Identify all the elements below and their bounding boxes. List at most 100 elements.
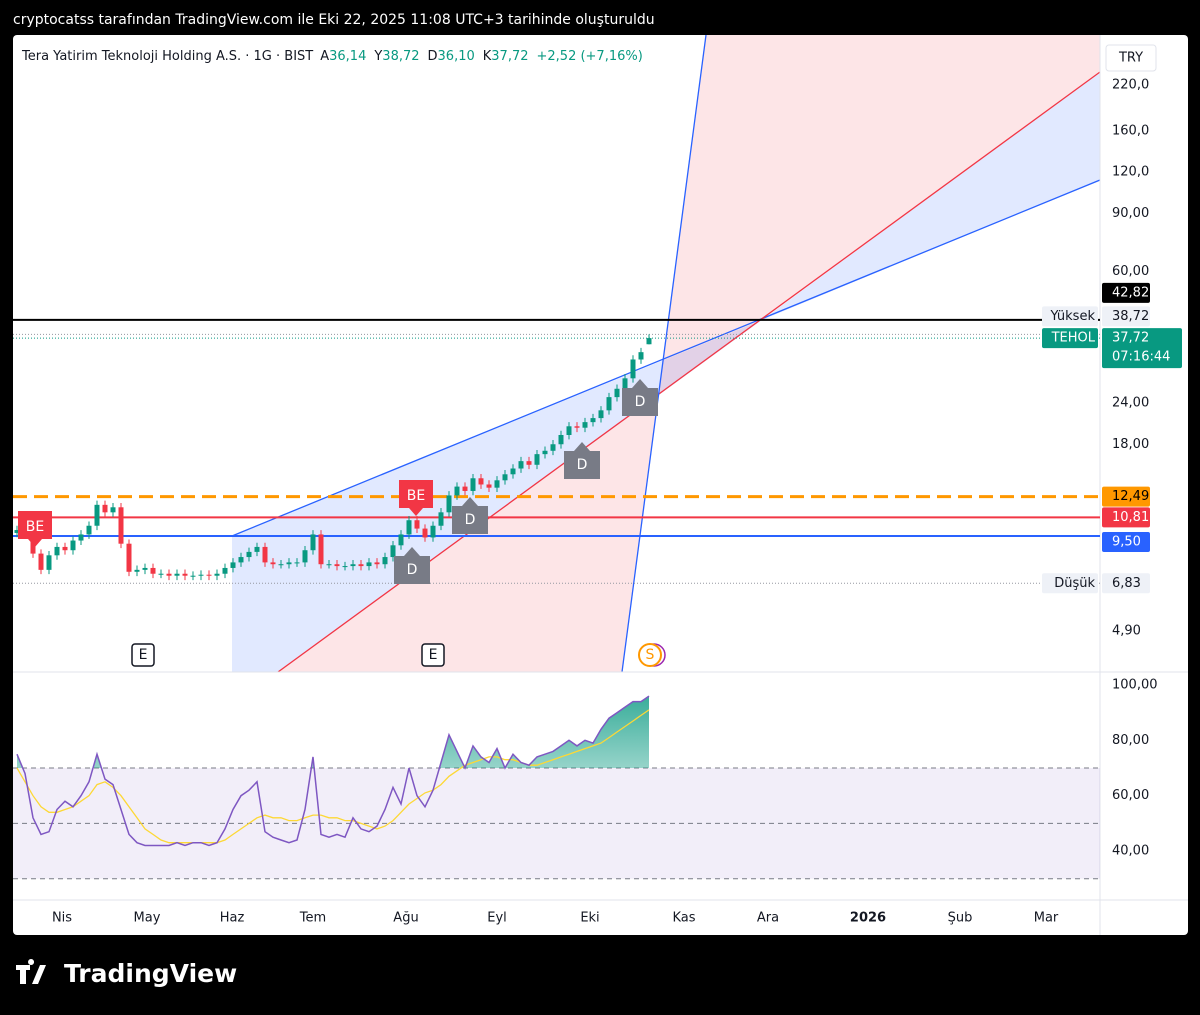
rsi-overbought-fill <box>17 696 649 769</box>
candle-body <box>374 562 380 565</box>
candle-body <box>358 564 364 567</box>
x-tick-label: Nis <box>52 911 72 926</box>
marker-flag <box>18 511 52 547</box>
candle-body <box>158 573 164 575</box>
candle-body <box>294 562 300 564</box>
level-label: 9,50 <box>1112 534 1141 549</box>
candle-body <box>550 444 556 451</box>
logo: TradingView <box>16 959 237 988</box>
x-tick-label: May <box>134 911 161 926</box>
candle-body <box>150 567 156 574</box>
candle-body <box>222 567 228 574</box>
candle-body <box>590 418 596 423</box>
currency[interactable]: TRY <box>1118 51 1143 66</box>
y-tick-label: 60,00 <box>1112 788 1149 803</box>
candle-body <box>518 461 524 469</box>
candle-body <box>526 461 532 465</box>
legend-symbol: Tera Yatirim Teknoloji Holding A.S. · 1G… <box>21 49 313 64</box>
marker-flag <box>399 480 433 516</box>
y-tick-label: 60,00 <box>1112 264 1149 279</box>
level-label-box <box>1102 306 1150 327</box>
level-name: Yüksek <box>1049 309 1095 324</box>
candle-body <box>422 528 428 538</box>
legend-key: Y <box>373 49 382 64</box>
x-tick-label: Ağu <box>393 911 418 926</box>
candle-body <box>134 569 140 572</box>
logo-icon <box>16 959 46 984</box>
level-name-box <box>1042 306 1098 327</box>
candle-body <box>478 478 484 485</box>
x-tick-label: 2026 <box>850 911 886 926</box>
legend-value: 38,72 <box>382 49 419 64</box>
candle-body <box>462 486 468 491</box>
marker-label: E <box>429 647 438 663</box>
legend-change: +2,52 (+7,16%) <box>537 49 643 64</box>
legend-key: K <box>483 49 492 64</box>
legend-value: 36,10 <box>438 49 475 64</box>
level-label: 42,82 <box>1112 285 1149 300</box>
marker-label: D <box>407 562 418 578</box>
marker-flag <box>622 379 658 416</box>
candle-body <box>342 566 348 568</box>
candle-body <box>406 520 412 535</box>
fan-fill <box>278 35 1100 672</box>
candle-body <box>54 546 60 556</box>
candle-body <box>310 534 316 551</box>
y-tick-label: 90,00 <box>1112 206 1149 221</box>
trend-line <box>231 179 1100 537</box>
candle-body <box>494 480 500 488</box>
candle-body <box>102 504 108 513</box>
legend-key: D <box>428 49 438 64</box>
candle-body <box>270 562 276 565</box>
level-name: Düşük <box>1054 576 1095 591</box>
x-tick-label: Şub <box>948 911 973 926</box>
marker-label: D <box>465 512 476 528</box>
candle-body <box>230 562 236 568</box>
candle-body <box>534 454 540 465</box>
candle-body <box>302 550 308 563</box>
marker-box <box>131 643 155 667</box>
level-label-box <box>1102 573 1150 594</box>
level-label: 38,72 <box>1112 309 1149 324</box>
level-label: 6,83 <box>1112 576 1141 591</box>
level-label-box <box>1102 486 1150 507</box>
level-name-box <box>1042 328 1098 349</box>
candle-body <box>510 468 516 475</box>
candle-body <box>366 562 372 567</box>
candle-body <box>262 546 268 563</box>
candle-body <box>574 426 580 428</box>
legend-value: 37,72 <box>491 49 528 64</box>
candle-body <box>646 338 652 345</box>
marker-label: S <box>646 647 655 663</box>
candle-body <box>566 426 572 435</box>
candle-body <box>350 564 356 567</box>
x-tick-label: Haz <box>220 911 245 926</box>
legend-key: A <box>320 49 329 64</box>
topbar-text: cryptocatss tarafından TradingView.com i… <box>13 12 655 28</box>
candle-body <box>606 397 612 411</box>
candle-body <box>454 486 460 496</box>
level-name: TEHOL <box>1051 331 1096 346</box>
candle-body <box>486 484 492 488</box>
candle-body <box>614 388 620 398</box>
y-tick-label: 220,0 <box>1112 78 1149 93</box>
marker-flag <box>394 547 430 584</box>
y-tick-label: 100,00 <box>1112 678 1158 693</box>
candle-body <box>246 551 252 558</box>
candle-body <box>558 434 564 445</box>
currency-box[interactable] <box>1105 44 1157 72</box>
x-tick-label: Eki <box>580 911 599 926</box>
candle-body <box>390 545 396 558</box>
level-label-box <box>1102 328 1182 369</box>
marker-label: BE <box>407 488 425 504</box>
candle-body <box>318 534 324 565</box>
candle-body <box>174 573 180 576</box>
level-label-box <box>1102 507 1150 528</box>
candle-body <box>630 359 636 379</box>
candle-body <box>542 450 548 455</box>
y-tick-label: 80,00 <box>1112 733 1149 748</box>
candle-body <box>430 525 436 538</box>
marker-label: E <box>139 647 148 663</box>
level-name-box <box>1042 573 1098 594</box>
